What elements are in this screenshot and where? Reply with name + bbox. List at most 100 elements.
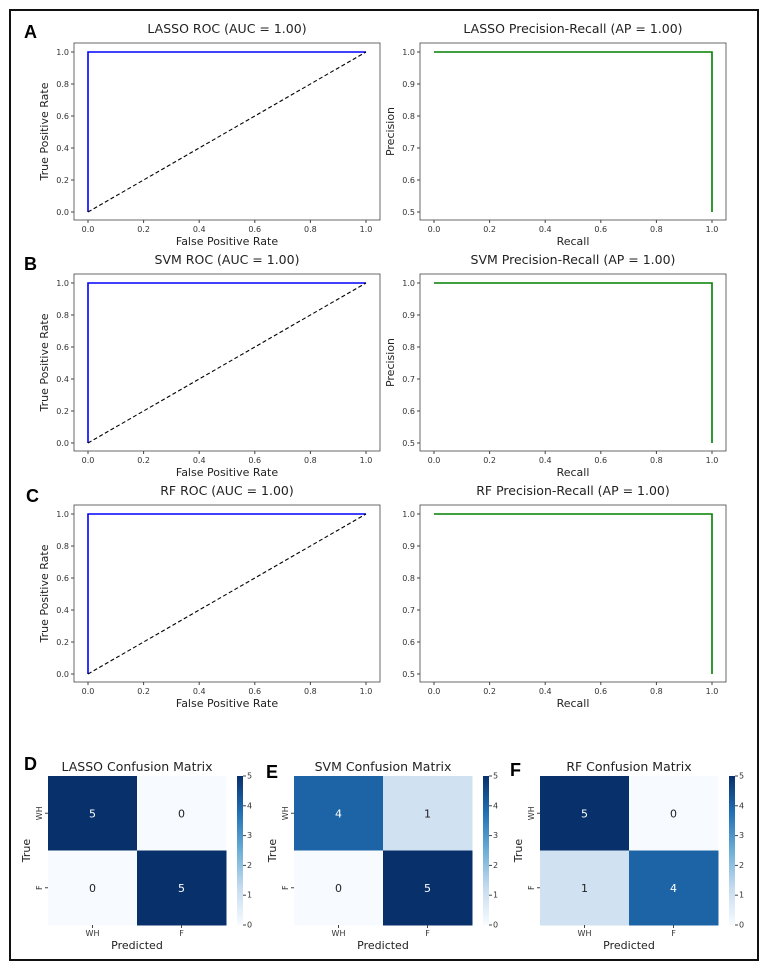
x-tick-label: 0.0 — [82, 456, 95, 465]
y-tick-label: 1.0 — [402, 510, 415, 519]
y-axis-label: True Positive Rate — [38, 313, 51, 412]
panel-label-c: C — [26, 486, 39, 506]
colorbar-tick-label: 5 — [739, 772, 744, 781]
x-tick-label: 1.0 — [706, 456, 719, 465]
x-tick-label: 0.8 — [650, 456, 663, 465]
chart-title: SVM Confusion Matrix — [315, 759, 452, 774]
chart-lasso-roc: LASSO ROC (AUC = 1.00) False Positive Rat… — [38, 21, 381, 248]
x-tick-label: 0.2 — [137, 456, 150, 465]
cell-value: 5 — [581, 807, 588, 820]
y-tick-label: 0.8 — [56, 542, 69, 551]
cell-value: 0 — [89, 882, 96, 895]
x-tick-label: WH — [86, 929, 100, 938]
x-axis-label: False Positive Rate — [176, 697, 278, 710]
chart-title: SVM ROC (AUC = 1.00) — [155, 252, 300, 267]
cell-value: 5 — [178, 882, 185, 895]
y-tick-label: 0.4 — [56, 375, 69, 384]
x-tick-label: WH — [578, 929, 592, 938]
y-tick-label: 0.2 — [56, 638, 69, 647]
x-tick-label: 0.4 — [193, 456, 206, 465]
y-tick-label: 1.0 — [56, 279, 69, 288]
y-tick-label: 0.9 — [402, 80, 415, 89]
colorbar — [729, 776, 735, 925]
chart-title: RF Confusion Matrix — [566, 759, 691, 774]
plot-area — [73, 42, 381, 221]
x-axis-label: False Positive Rate — [176, 466, 278, 479]
y-axis-label: True Positive Rate — [38, 82, 51, 181]
y-axis-label: True — [266, 839, 279, 864]
panel-label-d: D — [24, 754, 37, 774]
colorbar-tick-label: 4 — [739, 801, 744, 810]
colorbar-tick-label: 5 — [247, 772, 252, 781]
x-axis-label: Recall — [557, 466, 590, 479]
colorbar — [237, 776, 243, 925]
heatmap-cell — [629, 776, 719, 851]
y-tick-label: 0.0 — [56, 439, 69, 448]
y-tick-label: 0.6 — [402, 407, 415, 416]
y-tick-label: F — [35, 885, 44, 890]
x-axis-label: Predicted — [357, 939, 409, 952]
x-tick-label: WH — [332, 929, 346, 938]
series-pr-line — [434, 513, 713, 674]
x-tick-label: 0.2 — [137, 225, 150, 234]
series-roc-line — [87, 51, 366, 212]
colorbar-tick-label: 1 — [493, 891, 498, 900]
heatmap-cell — [137, 776, 227, 851]
y-axis-label: True — [20, 839, 33, 864]
x-axis-label: Predicted — [603, 939, 655, 952]
y-axis-label: Precision — [384, 338, 397, 387]
panel-label-f: F — [510, 760, 521, 780]
y-tick-label: 0.2 — [56, 176, 69, 185]
y-tick-label: 0.6 — [56, 112, 69, 121]
series-pr-line — [434, 51, 713, 212]
chart-title: RF ROC (AUC = 1.00) — [160, 483, 294, 498]
y-tick-label: F — [527, 885, 536, 890]
x-tick-label: 1.0 — [360, 225, 373, 234]
chart-rf-roc: RF ROC (AUC = 1.00) False Positive Rate Tr… — [38, 483, 381, 710]
panel-label-e: E — [266, 762, 278, 782]
chart-title: LASSO ROC (AUC = 1.00) — [147, 21, 306, 36]
cell-value: 5 — [424, 882, 431, 895]
x-tick-label: 1.0 — [706, 225, 719, 234]
cell-value: 1 — [581, 882, 588, 895]
x-tick-label: 0.6 — [594, 687, 607, 696]
chart-title: LASSO Confusion Matrix — [62, 759, 213, 774]
x-tick-label: 0.0 — [428, 456, 441, 465]
heatmap-cell — [383, 776, 473, 851]
y-tick-label: WH — [281, 806, 290, 820]
colorbar — [483, 776, 489, 925]
y-tick-label: 0.9 — [402, 542, 415, 551]
chart-title: RF Precision-Recall (AP = 1.00) — [476, 483, 670, 498]
plot-area — [419, 42, 727, 221]
x-tick-label: 0.8 — [304, 225, 317, 234]
x-tick-label: 1.0 — [360, 456, 373, 465]
colorbar-tick-label: 2 — [739, 861, 744, 870]
y-tick-label: 0.7 — [402, 606, 415, 615]
colorbar-tick-label: 3 — [493, 831, 498, 840]
y-tick-label: 0.7 — [402, 375, 415, 384]
x-tick-label: 0.0 — [428, 687, 441, 696]
y-tick-label: 0.4 — [56, 144, 69, 153]
x-tick-label: 0.0 — [428, 225, 441, 234]
heatmap-cell — [48, 776, 138, 851]
x-tick-label: 0.4 — [193, 225, 206, 234]
chart-title: SVM Precision-Recall (AP = 1.00) — [471, 252, 676, 267]
colorbar-tick-label: 0 — [739, 921, 744, 930]
y-tick-label: 0.5 — [402, 439, 415, 448]
y-tick-label: 0.2 — [56, 407, 69, 416]
heatmap-cell — [294, 850, 384, 926]
y-tick-label: 1.0 — [402, 48, 415, 57]
x-tick-label: 0.6 — [594, 225, 607, 234]
colorbar-tick-label: 0 — [247, 921, 252, 930]
heatmap-cell — [137, 850, 227, 926]
x-tick-label: 1.0 — [706, 687, 719, 696]
x-axis-label: Recall — [557, 697, 590, 710]
x-tick-label: 0.8 — [304, 687, 317, 696]
colorbar-tick-label: 5 — [493, 772, 498, 781]
heatmap-cell — [383, 850, 473, 926]
y-tick-label: 0.8 — [402, 343, 415, 352]
y-tick-label: 1.0 — [56, 48, 69, 57]
chart-rf-pr: RF Precision-Recall (AP = 1.00) Recall 0.0… — [402, 483, 727, 710]
colorbar-tick-label: 1 — [247, 891, 252, 900]
